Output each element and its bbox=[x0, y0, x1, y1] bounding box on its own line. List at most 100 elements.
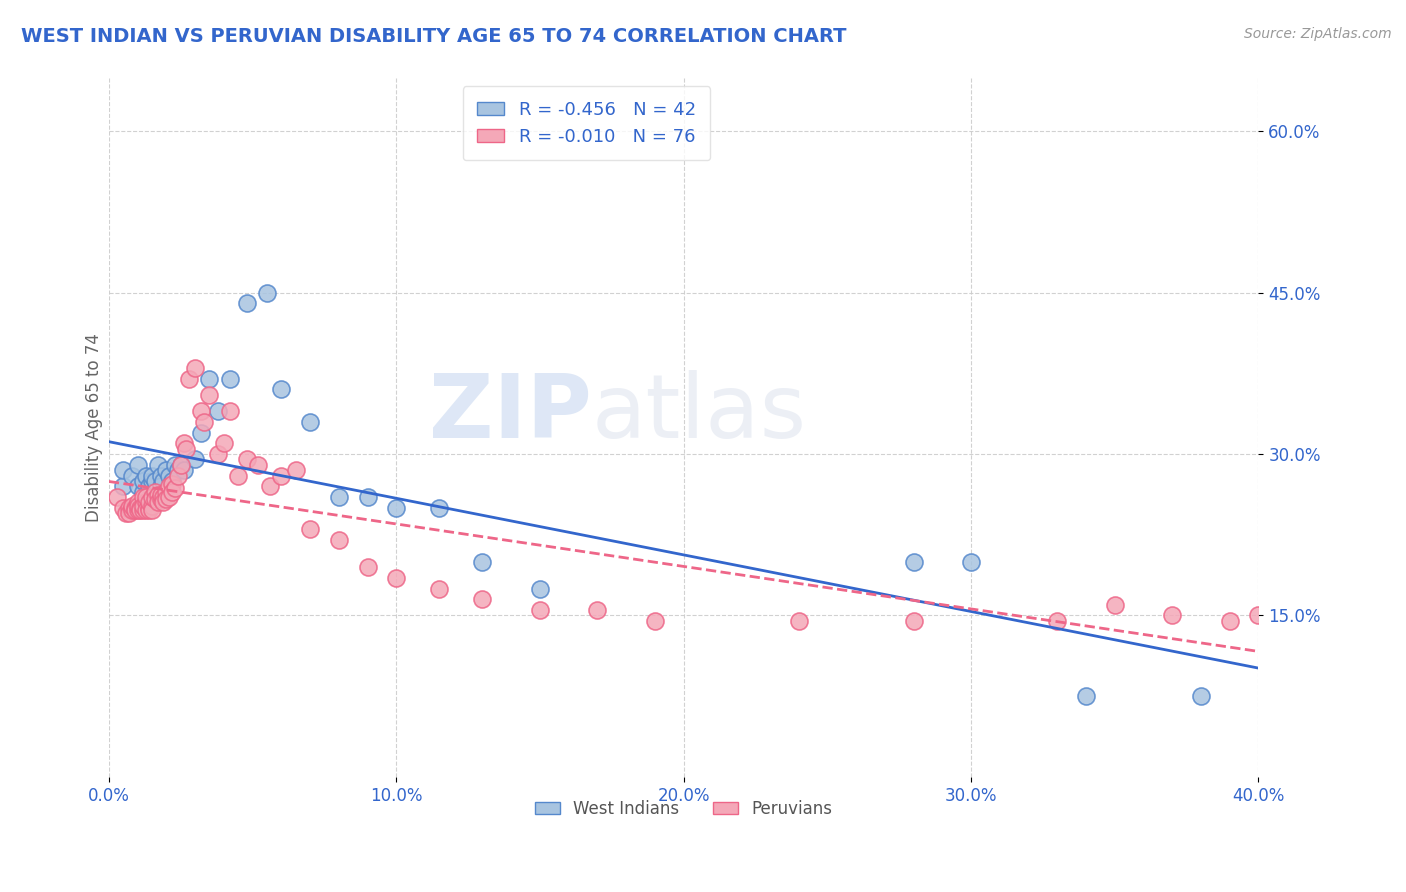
Point bbox=[284, 463, 307, 477]
Point bbox=[127, 479, 149, 493]
Point bbox=[166, 468, 188, 483]
Point bbox=[163, 482, 186, 496]
Point bbox=[124, 500, 146, 515]
Point bbox=[141, 499, 163, 513]
Point bbox=[1046, 614, 1069, 628]
Point bbox=[149, 479, 172, 493]
Point bbox=[132, 503, 155, 517]
Point bbox=[173, 436, 195, 450]
Point bbox=[138, 503, 160, 517]
Point bbox=[121, 499, 143, 513]
Point bbox=[247, 458, 270, 472]
Point bbox=[157, 468, 180, 483]
Point bbox=[903, 614, 925, 628]
Point bbox=[236, 296, 259, 310]
Point bbox=[299, 415, 322, 429]
Point bbox=[176, 442, 198, 456]
Point bbox=[385, 500, 408, 515]
Point bbox=[212, 436, 235, 450]
Point bbox=[960, 555, 983, 569]
Point bbox=[163, 458, 186, 472]
Point bbox=[1074, 689, 1097, 703]
Point bbox=[141, 503, 163, 517]
Point bbox=[529, 582, 551, 596]
Point bbox=[138, 500, 160, 515]
Point bbox=[146, 458, 169, 472]
Point bbox=[160, 477, 183, 491]
Point bbox=[155, 463, 177, 477]
Point bbox=[141, 474, 163, 488]
Point bbox=[427, 500, 450, 515]
Point bbox=[121, 468, 143, 483]
Y-axis label: Disability Age 65 to 74: Disability Age 65 to 74 bbox=[86, 333, 103, 522]
Point bbox=[146, 488, 169, 502]
Point bbox=[129, 503, 152, 517]
Point bbox=[115, 506, 138, 520]
Legend: West Indians, Peruvians: West Indians, Peruvians bbox=[529, 793, 839, 824]
Point bbox=[132, 490, 155, 504]
Point bbox=[190, 425, 212, 440]
Point bbox=[198, 372, 221, 386]
Point bbox=[529, 603, 551, 617]
Point bbox=[107, 490, 129, 504]
Point bbox=[1189, 689, 1212, 703]
Point bbox=[270, 383, 292, 397]
Point bbox=[146, 495, 169, 509]
Point bbox=[112, 500, 135, 515]
Point bbox=[149, 492, 172, 507]
Point bbox=[1219, 614, 1241, 628]
Point bbox=[135, 490, 157, 504]
Point bbox=[127, 458, 149, 472]
Point bbox=[118, 500, 141, 515]
Point bbox=[226, 468, 249, 483]
Point bbox=[184, 452, 207, 467]
Point bbox=[644, 614, 666, 628]
Point bbox=[1247, 608, 1270, 623]
Point bbox=[270, 468, 292, 483]
Point bbox=[157, 479, 180, 493]
Point bbox=[184, 361, 207, 376]
Point bbox=[170, 458, 193, 472]
Point bbox=[112, 479, 135, 493]
Point bbox=[356, 560, 378, 574]
Point bbox=[141, 468, 163, 483]
Text: atlas: atlas bbox=[592, 369, 807, 457]
Point bbox=[138, 495, 160, 509]
Point bbox=[193, 415, 215, 429]
Point bbox=[132, 484, 155, 499]
Point bbox=[160, 474, 183, 488]
Point bbox=[121, 500, 143, 515]
Point bbox=[207, 447, 229, 461]
Point bbox=[427, 582, 450, 596]
Point bbox=[328, 490, 350, 504]
Text: Source: ZipAtlas.com: Source: ZipAtlas.com bbox=[1244, 27, 1392, 41]
Point bbox=[124, 503, 146, 517]
Point bbox=[155, 492, 177, 507]
Point bbox=[121, 503, 143, 517]
Point bbox=[259, 479, 281, 493]
Point bbox=[328, 533, 350, 548]
Point bbox=[135, 468, 157, 483]
Point bbox=[132, 474, 155, 488]
Point bbox=[138, 479, 160, 493]
Point bbox=[471, 555, 494, 569]
Point bbox=[586, 603, 609, 617]
Point bbox=[118, 506, 141, 520]
Point bbox=[190, 404, 212, 418]
Point bbox=[356, 490, 378, 504]
Point bbox=[135, 495, 157, 509]
Point bbox=[143, 492, 166, 507]
Point bbox=[152, 490, 174, 504]
Point bbox=[127, 503, 149, 517]
Point bbox=[157, 490, 180, 504]
Point bbox=[129, 500, 152, 515]
Point bbox=[471, 592, 494, 607]
Point bbox=[135, 503, 157, 517]
Point bbox=[903, 555, 925, 569]
Point bbox=[787, 614, 810, 628]
Point bbox=[299, 522, 322, 536]
Point bbox=[256, 285, 278, 300]
Point bbox=[149, 468, 172, 483]
Point bbox=[127, 495, 149, 509]
Point bbox=[141, 490, 163, 504]
